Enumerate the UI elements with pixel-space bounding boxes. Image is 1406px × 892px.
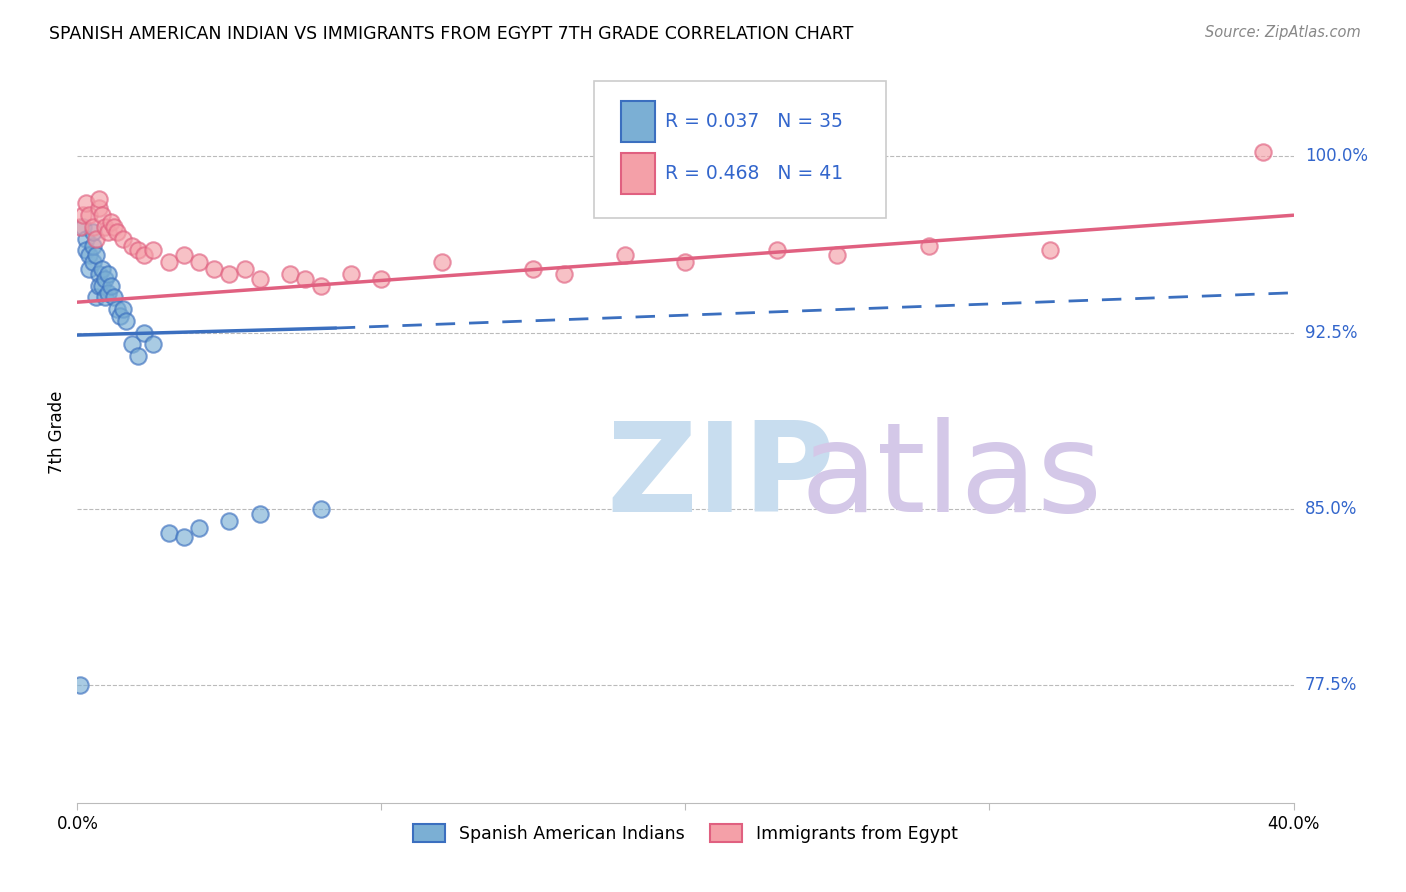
Point (218, 267, 240, 281)
Point (309, 502, 332, 516)
Text: Source: ZipAtlas.com: Source: ZipAtlas.com (1205, 25, 1361, 40)
Point (79, 248, 101, 262)
Text: R = 0.468   N = 41: R = 0.468 N = 41 (665, 164, 842, 183)
Point (72, 219, 94, 234)
Point (100, 215, 122, 229)
Point (108, 310, 131, 324)
Point (134, 326, 156, 340)
Point (121, 337, 143, 351)
Point (1251, 145, 1274, 159)
Point (157, 255, 180, 269)
Point (127, 244, 149, 258)
Point (249, 271, 271, 285)
Text: ZIP: ZIP (606, 417, 835, 538)
Point (97, 285, 120, 300)
Point (340, 267, 363, 281)
Point (218, 514, 240, 528)
Text: SPANISH AMERICAN INDIAN VS IMMIGRANTS FROM EGYPT 7TH GRADE CORRELATION CHART: SPANISH AMERICAN INDIAN VS IMMIGRANTS FR… (49, 25, 853, 43)
Point (309, 278, 332, 293)
Point (82, 219, 104, 234)
Point (87, 201, 110, 215)
Point (90, 278, 112, 293)
Point (84, 248, 107, 262)
Point (97, 267, 120, 281)
Point (765, 244, 787, 258)
Point (97, 225, 120, 239)
Y-axis label: 7th Grade: 7th Grade (48, 391, 66, 475)
Point (103, 219, 125, 234)
Point (142, 244, 165, 258)
Point (82, 239, 104, 253)
Point (430, 255, 453, 269)
Point (553, 267, 575, 281)
Point (100, 278, 122, 293)
Point (188, 255, 211, 269)
Text: 100.0%: 100.0% (1305, 147, 1368, 165)
Point (90, 208, 112, 222)
Point (294, 271, 316, 285)
Point (93, 271, 115, 285)
Point (75, 244, 97, 258)
Point (72, 208, 94, 222)
Point (675, 255, 697, 269)
Point (82, 225, 104, 239)
Point (142, 337, 165, 351)
Point (84, 290, 107, 304)
FancyBboxPatch shape (595, 81, 886, 218)
Point (93, 290, 115, 304)
Bar (621, 153, 655, 194)
Point (105, 225, 128, 239)
Text: 92.5%: 92.5% (1305, 324, 1357, 342)
Point (103, 290, 125, 304)
Point (827, 248, 849, 262)
Point (522, 262, 544, 277)
Point (111, 232, 134, 246)
Point (613, 248, 636, 262)
Point (75, 196, 97, 211)
Point (79, 208, 101, 222)
Point (918, 239, 941, 253)
Legend: Spanish American Indians, Immigrants from Egypt: Spanish American Indians, Immigrants fro… (406, 817, 965, 850)
Point (173, 530, 195, 544)
Point (93, 219, 115, 234)
Point (87, 278, 110, 293)
Text: 85.0%: 85.0% (1305, 500, 1357, 518)
Point (249, 507, 271, 521)
Point (79, 262, 101, 277)
Point (278, 267, 301, 281)
Point (121, 239, 143, 253)
Point (134, 248, 156, 262)
Point (105, 302, 128, 317)
Point (188, 521, 211, 535)
Point (202, 262, 225, 277)
Text: R = 0.037   N = 35: R = 0.037 N = 35 (665, 112, 842, 131)
Point (157, 525, 180, 540)
Point (75, 232, 97, 246)
Point (233, 262, 256, 277)
Point (115, 314, 138, 328)
Point (111, 302, 134, 317)
Point (90, 262, 112, 277)
Bar (621, 102, 655, 142)
Point (370, 271, 392, 285)
Text: 77.5%: 77.5% (1305, 676, 1357, 694)
Point (84, 232, 107, 246)
Point (173, 248, 195, 262)
Point (69, 678, 91, 692)
Text: atlas: atlas (801, 417, 1104, 538)
Point (1039, 244, 1062, 258)
Point (87, 192, 110, 206)
Point (69, 219, 91, 234)
Point (87, 267, 110, 281)
Point (127, 349, 149, 363)
Point (82, 255, 104, 269)
